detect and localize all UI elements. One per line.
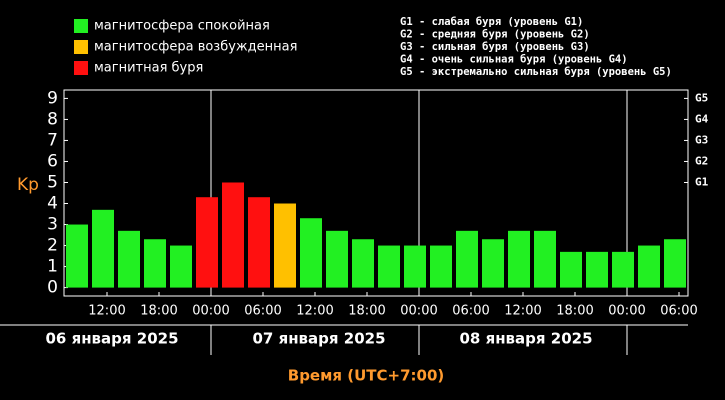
y-tick-label: 1 — [47, 257, 58, 277]
bar — [482, 239, 504, 288]
legend-label: магнитосфера спокойная — [94, 19, 270, 34]
bar — [664, 239, 686, 288]
y2-tick-label: G3 — [695, 133, 708, 146]
y-tick-label: 8 — [47, 109, 58, 129]
y2-tick-label: G5 — [695, 91, 708, 104]
y2-tick-label: G1 — [695, 175, 709, 188]
bar — [404, 245, 426, 288]
bar — [508, 230, 530, 288]
x-tick-label: 12:00 — [88, 304, 125, 319]
y-tick-label: 7 — [47, 130, 58, 150]
y-tick-label: 2 — [47, 236, 58, 256]
legend-label: магнитная буря — [94, 61, 203, 76]
bar — [222, 182, 244, 288]
x-tick-label: 06:00 — [244, 304, 281, 319]
x-axis-label: Время (UTC+7:00) — [288, 367, 444, 385]
x-tick-label: 18:00 — [140, 304, 177, 319]
y-tick-label: 0 — [47, 278, 58, 298]
bar — [144, 239, 166, 288]
x-tick-label: 18:00 — [348, 304, 385, 319]
x-tick-label: 00:00 — [608, 304, 645, 319]
storm-note: G3 - сильная буря (уровень G3) — [400, 41, 590, 53]
legend-swatch — [74, 19, 88, 33]
y2-tick-label: G4 — [695, 112, 709, 125]
bar — [92, 209, 114, 288]
bar — [378, 245, 400, 288]
bar — [66, 224, 88, 288]
x-tick-label: 06:00 — [660, 304, 697, 319]
storm-note: G5 - экстремально сильная буря (уровень … — [400, 66, 672, 78]
day-label: 08 января 2025 — [459, 330, 592, 348]
storm-note: G4 - очень сильная буря (уровень G4) — [400, 54, 628, 66]
bar — [430, 245, 452, 288]
bar — [638, 245, 660, 288]
plot-frame — [63, 89, 689, 297]
y-tick-label: 3 — [47, 215, 58, 235]
bar — [300, 218, 322, 288]
bar — [118, 230, 140, 288]
bar — [586, 251, 608, 288]
legend-swatch — [74, 61, 88, 75]
y-axis-label: Kp — [17, 175, 39, 195]
bar — [326, 230, 348, 288]
x-tick-label: 06:00 — [452, 304, 489, 319]
bar — [170, 245, 192, 288]
storm-note: G1 - слабая буря (уровень G1) — [400, 16, 583, 28]
day-label: 06 января 2025 — [45, 330, 178, 348]
storm-note: G2 - средняя буря (уровень G2) — [400, 29, 590, 41]
bar — [274, 203, 296, 288]
bar — [534, 230, 556, 288]
x-tick-label: 18:00 — [556, 304, 593, 319]
bar — [196, 197, 218, 288]
y-tick-label: 6 — [47, 151, 58, 171]
y-tick-label: 9 — [47, 88, 58, 108]
bar — [248, 197, 270, 288]
x-tick-label: 12:00 — [296, 304, 333, 319]
legend-label: магнитосфера возбужденная — [94, 40, 297, 55]
day-label: 07 января 2025 — [252, 330, 385, 348]
bar — [612, 251, 634, 288]
y-tick-label: 5 — [47, 172, 58, 192]
bar — [456, 230, 478, 288]
legend-swatch — [74, 40, 88, 54]
x-tick-label: 00:00 — [400, 304, 437, 319]
bar — [560, 251, 582, 288]
y2-tick-label: G2 — [695, 154, 708, 167]
x-tick-label: 00:00 — [192, 304, 229, 319]
y-tick-label: 4 — [47, 194, 58, 214]
x-tick-label: 12:00 — [504, 304, 541, 319]
bar — [352, 239, 374, 288]
